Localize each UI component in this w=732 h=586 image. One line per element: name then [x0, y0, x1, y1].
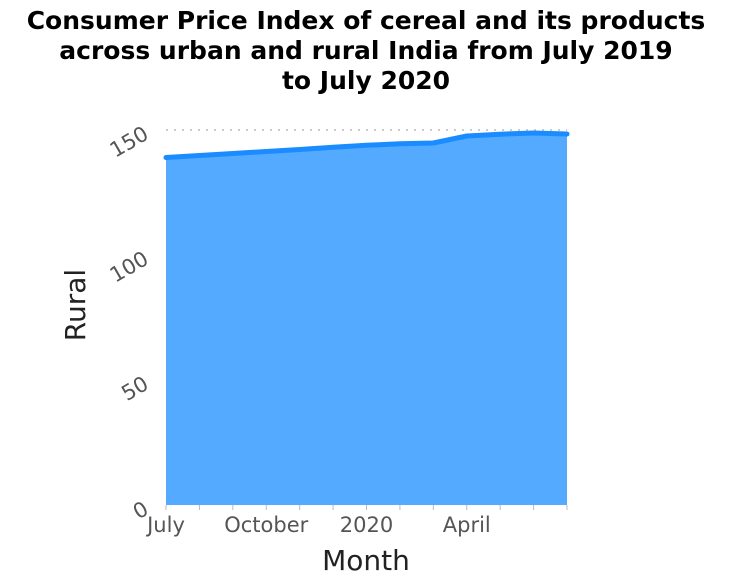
x-tick-label: October	[224, 513, 308, 537]
x-tick-label: 2020	[340, 513, 393, 537]
y-tick-label: 150	[106, 122, 153, 163]
y-tick-label: 100	[106, 247, 153, 288]
y-tick-label: 50	[117, 372, 152, 406]
chart-title-line-2: across urban and rural India from July 2…	[59, 36, 673, 65]
chart-title: Consumer Price Index of cereal and its p…	[0, 6, 732, 96]
x-axis-label: Month	[322, 544, 410, 577]
y-axis-label: Rural	[59, 269, 92, 341]
chart-title-line-1: Consumer Price Index of cereal and its p…	[26, 6, 706, 35]
x-axis-ticks: July October 2020 April	[145, 505, 568, 537]
chart-title-line-3: to July 2020	[281, 66, 451, 95]
series-line	[163, 130, 570, 160]
x-tick-label: July	[145, 513, 185, 537]
x-tick-label: April	[443, 513, 491, 537]
area-fill	[166, 133, 567, 505]
